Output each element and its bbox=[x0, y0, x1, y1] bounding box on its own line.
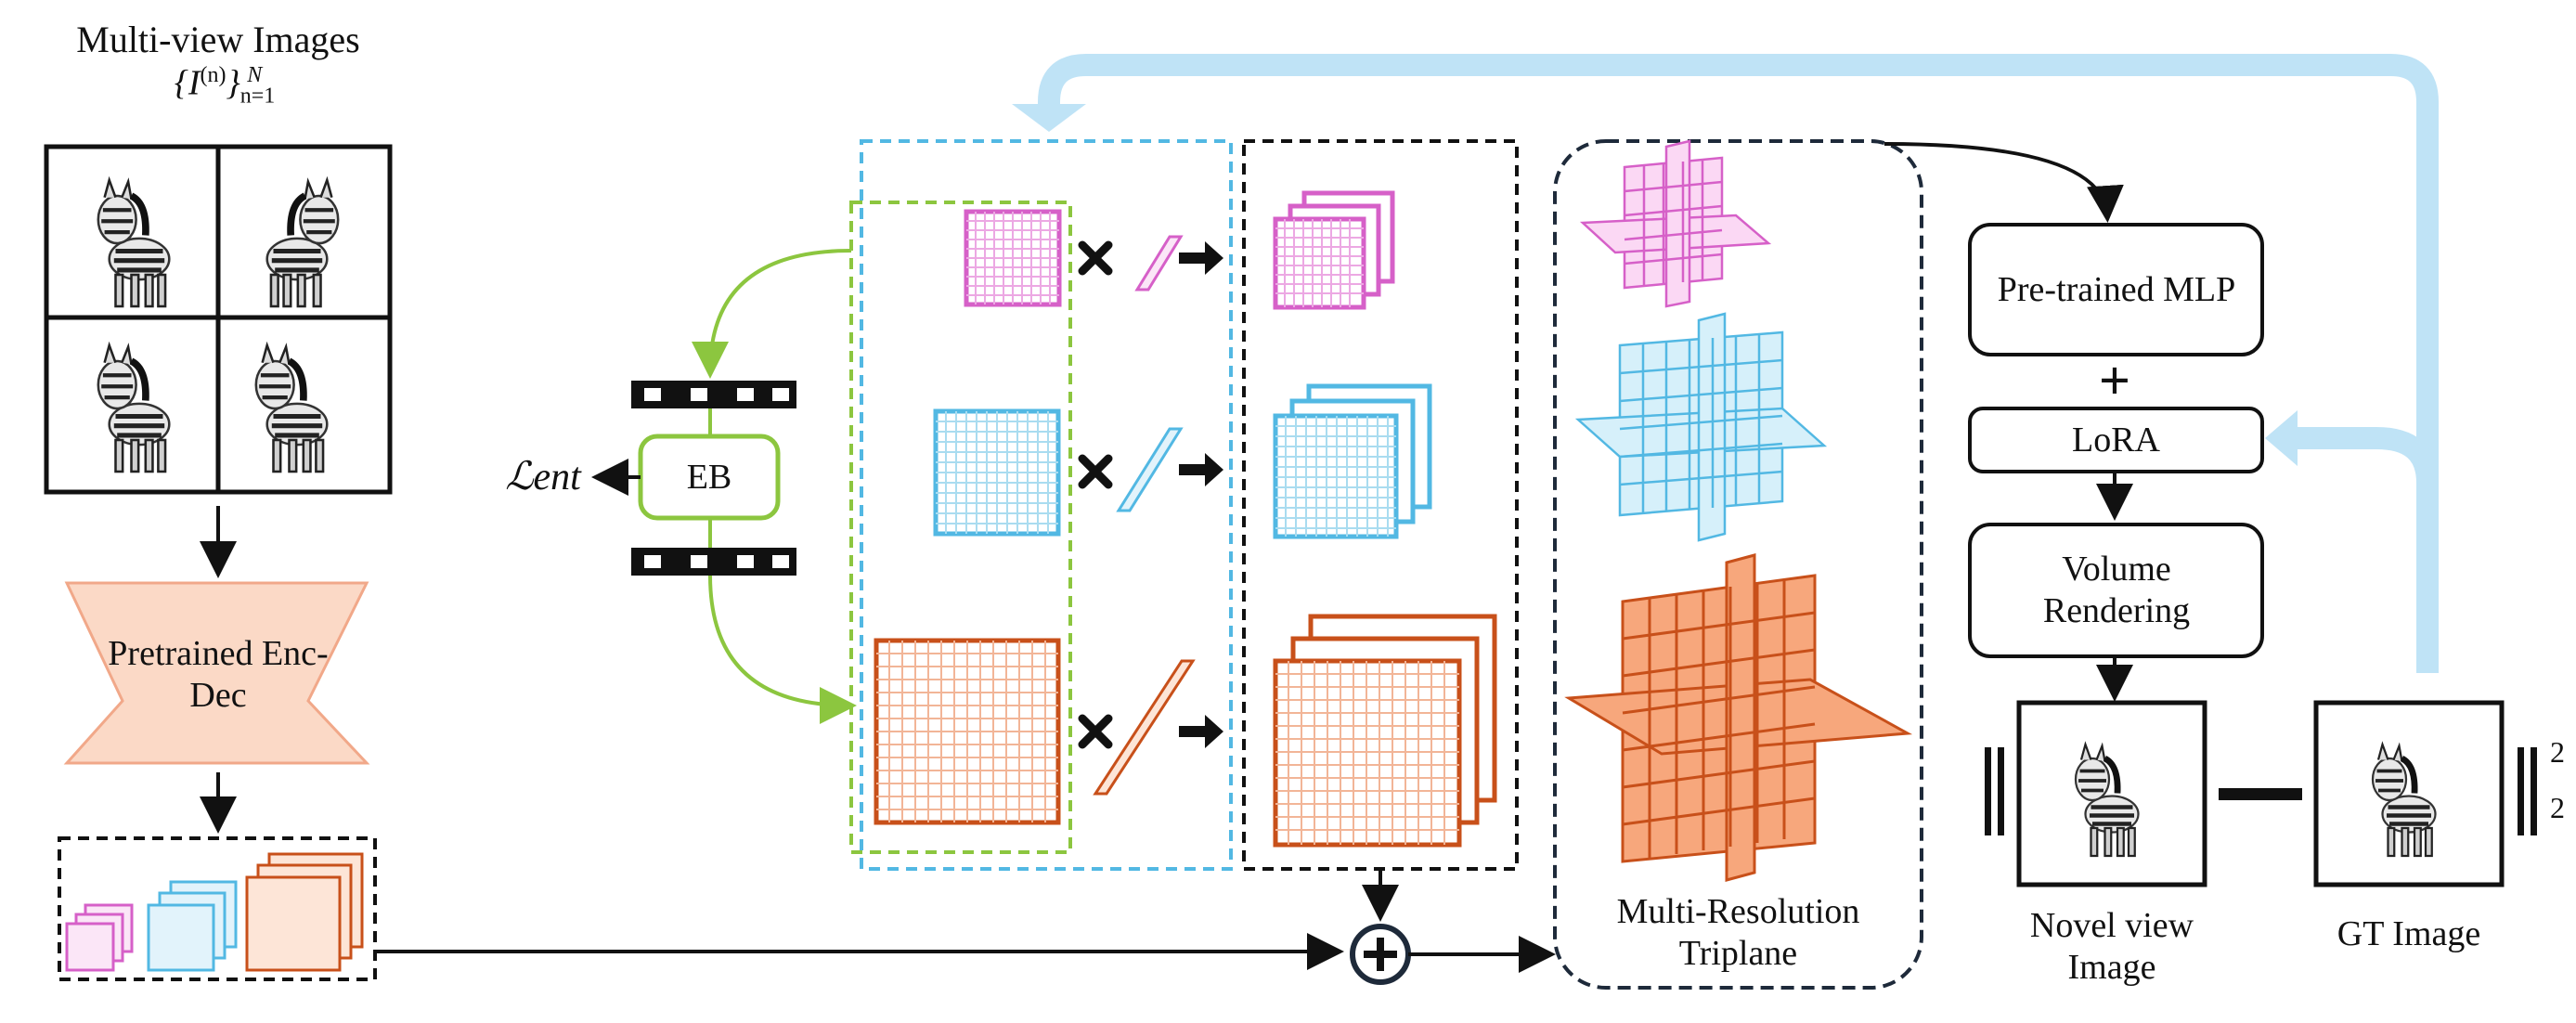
mlp-box bbox=[1968, 223, 2264, 356]
pink-scaled-stack bbox=[1273, 190, 1395, 310]
scale-slash-orange bbox=[1093, 659, 1196, 796]
minus-sign bbox=[2219, 788, 2302, 800]
scaling-panel bbox=[860, 139, 1233, 871]
add-circle-icon bbox=[1350, 924, 1411, 985]
cyan-feature-grid bbox=[933, 408, 1061, 537]
film-strip-icon bbox=[631, 548, 796, 576]
feedback-arrow-top bbox=[1038, 54, 2439, 673]
entropy-loss-label: ℒent bbox=[505, 456, 581, 499]
right-arrow-icon bbox=[1179, 715, 1223, 748]
gt-image bbox=[2313, 700, 2505, 887]
scale-slash-pink bbox=[1134, 235, 1184, 291]
film-strip-icon bbox=[631, 381, 796, 408]
encoder-label: Pretrained Enc-Dec bbox=[108, 634, 329, 715]
lora-label: LoRA bbox=[2072, 420, 2160, 460]
cyan-scaled-stack bbox=[1273, 383, 1432, 539]
gt-image-label: GT Image bbox=[2337, 914, 2481, 953]
triplane-label: Multi-Resolution Triplane bbox=[1616, 892, 1860, 973]
eb-label: EB bbox=[686, 457, 732, 497]
orange-scaled-stack bbox=[1273, 614, 1497, 848]
multiview-title: Multi-view Images bbox=[76, 19, 360, 60]
multiply-icon bbox=[1082, 245, 1108, 271]
triplane-panel bbox=[1553, 139, 1923, 990]
scale-slash-cyan bbox=[1116, 427, 1184, 512]
norm-superscript: 2 bbox=[2550, 735, 2565, 769]
multiply-icon bbox=[1082, 459, 1108, 485]
right-arrow-icon bbox=[1179, 241, 1223, 275]
novel-view-label: Novel view Image bbox=[2029, 906, 2194, 987]
encoder-shape bbox=[63, 581, 370, 765]
norm-subscript: 2 bbox=[2550, 791, 2565, 824]
norm-right-bars bbox=[2518, 747, 2537, 835]
multiview-set-notation: {I(n)}n=1N bbox=[174, 63, 276, 109]
right-arrow-icon bbox=[1179, 453, 1223, 486]
volume-rendering-label: Volume Rendering bbox=[2042, 550, 2191, 630]
pink-feature-grid bbox=[964, 209, 1062, 307]
cyan-triplane bbox=[1574, 312, 1828, 542]
feature-panel bbox=[849, 201, 1072, 854]
multiview-grid bbox=[44, 144, 393, 495]
encoded-features-box bbox=[58, 836, 377, 981]
plus-label: + bbox=[2098, 349, 2131, 411]
norm-left-bars bbox=[1985, 747, 2004, 835]
mlp-label: Pre-trained MLP bbox=[1997, 269, 2236, 309]
pink-triplane bbox=[1579, 139, 1772, 308]
orange-feature-grid bbox=[874, 638, 1061, 825]
novel-view-image bbox=[2016, 700, 2207, 887]
orange-triplane bbox=[1564, 553, 1913, 882]
multiply-icon bbox=[1082, 719, 1108, 745]
